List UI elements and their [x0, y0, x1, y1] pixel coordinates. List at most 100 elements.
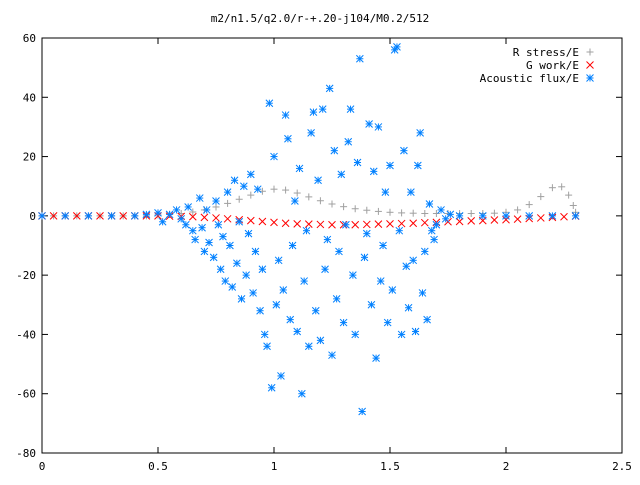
data-point — [560, 212, 568, 221]
x-tick-label: 0 — [39, 460, 46, 473]
data-point — [381, 188, 390, 196]
data-point — [351, 205, 359, 213]
data-point — [376, 277, 385, 285]
legend-label: R stress/E — [513, 46, 579, 59]
data-point — [316, 197, 324, 205]
data-point — [318, 105, 327, 113]
data-point — [154, 209, 162, 217]
data-point — [189, 208, 197, 216]
data-point — [274, 256, 283, 265]
data-point — [374, 220, 383, 229]
data-point — [340, 203, 348, 211]
legend-label: Acoustic flux/E — [480, 72, 579, 85]
data-point — [249, 289, 257, 297]
data-point — [467, 209, 475, 217]
data-point — [226, 241, 234, 250]
data-point — [212, 197, 220, 205]
data-point — [119, 212, 128, 220]
data-point — [246, 170, 255, 179]
data-point — [432, 220, 441, 229]
data-point — [61, 212, 70, 220]
legend-marker — [586, 74, 594, 82]
data-point — [332, 295, 341, 303]
data-point — [260, 330, 269, 339]
data-point — [430, 235, 438, 244]
data-point — [212, 214, 220, 222]
data-point — [548, 184, 556, 192]
data-point — [184, 203, 193, 211]
data-point — [525, 201, 533, 209]
data-point — [328, 200, 336, 208]
y-tick-label: 40 — [23, 91, 36, 104]
data-point — [281, 219, 290, 228]
data-point — [398, 209, 406, 217]
data-point — [362, 229, 371, 238]
data-point — [277, 372, 285, 380]
data-point — [165, 210, 174, 219]
data-point — [224, 199, 232, 207]
data-point — [300, 277, 309, 285]
data-point — [418, 289, 427, 297]
data-point — [351, 330, 360, 339]
data-point — [400, 146, 408, 155]
y-tick-label: -80 — [16, 447, 36, 460]
data-point — [265, 99, 274, 108]
data-point — [514, 206, 522, 214]
data-point — [409, 219, 418, 228]
data-point — [323, 235, 332, 244]
data-point — [362, 220, 371, 229]
data-point — [309, 108, 318, 116]
data-point — [372, 354, 380, 362]
data-point — [297, 389, 306, 398]
data-point — [242, 271, 251, 279]
data-point — [397, 330, 406, 339]
data-point — [569, 201, 577, 209]
data-point — [316, 336, 325, 345]
data-point — [239, 182, 248, 191]
data-point — [409, 256, 418, 265]
data-point — [420, 247, 429, 256]
data-point — [358, 407, 367, 416]
data-point — [383, 318, 392, 327]
x-tick-label: 2 — [503, 460, 510, 473]
data-point — [223, 214, 232, 223]
data-point — [365, 120, 373, 128]
data-point — [328, 220, 336, 229]
data-point — [386, 208, 394, 216]
data-point — [339, 318, 348, 327]
data-point — [107, 212, 116, 220]
data-point — [446, 210, 455, 219]
data-point — [235, 217, 244, 226]
data-point — [198, 223, 206, 232]
axes-layer: 0 0.5 1 1.5 2 2.5 -80 -60 -40 -20 0 20 40 60 — [16, 32, 632, 473]
series-layer — [38, 43, 580, 416]
data-point — [407, 188, 415, 196]
plot-frame — [41, 37, 623, 454]
x-tick-label: 1.5 — [380, 460, 400, 473]
x-tick-label: 2.5 — [612, 460, 632, 473]
data-point — [295, 164, 304, 173]
data-point — [349, 271, 357, 279]
data-point — [395, 226, 404, 235]
data-point — [233, 259, 241, 268]
data-point — [548, 212, 557, 220]
data-point — [235, 195, 243, 203]
data-point — [267, 383, 276, 392]
data-point — [325, 84, 334, 93]
data-point — [304, 342, 313, 351]
data-point — [311, 306, 320, 315]
data-point — [251, 247, 260, 256]
data-point — [420, 218, 429, 227]
data-point — [490, 216, 499, 224]
legend-marker — [586, 48, 594, 56]
data-point — [256, 306, 264, 315]
data-point — [432, 209, 440, 217]
data-point — [270, 218, 278, 227]
data-point — [216, 265, 225, 274]
data-point — [188, 226, 197, 235]
data-point — [537, 193, 545, 201]
data-point — [209, 253, 218, 262]
data-point — [423, 315, 431, 324]
